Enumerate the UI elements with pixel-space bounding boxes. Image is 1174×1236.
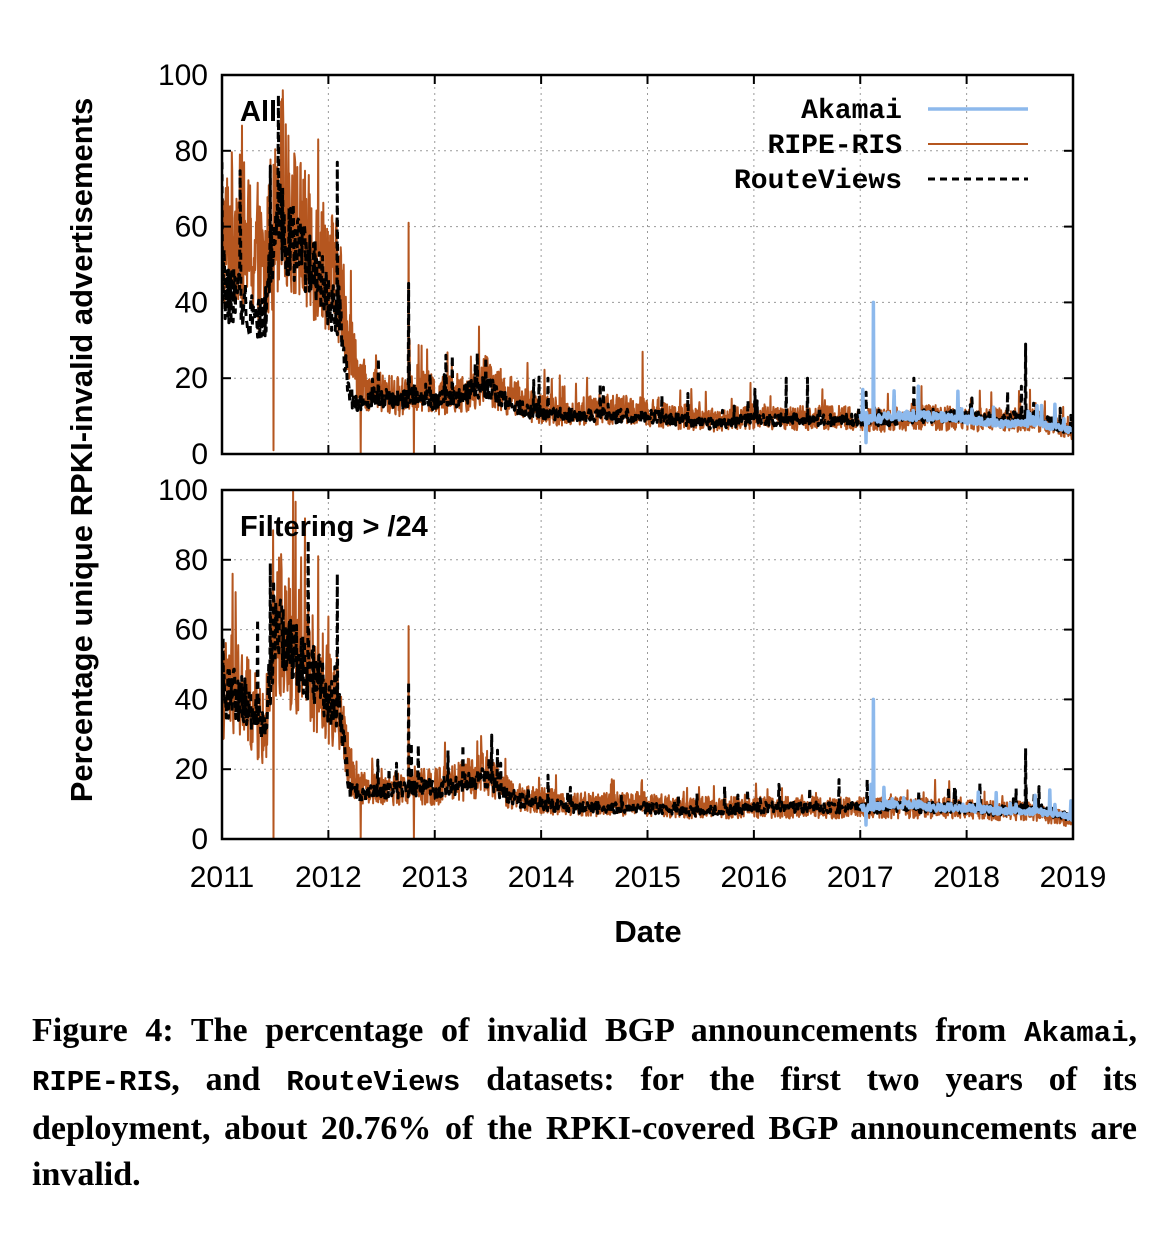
y-tick-label: 60 bbox=[175, 614, 208, 647]
y-tick-label: 100 bbox=[158, 59, 208, 92]
legend-label-ripe-ris: RIPE-RIS bbox=[768, 131, 902, 162]
legend-label-routeviews: RouteViews bbox=[734, 166, 902, 197]
y-tick-label: 80 bbox=[175, 544, 208, 577]
y-tick-label: 100 bbox=[158, 474, 208, 507]
y-axis-label: Percentage unique RPKI-invalid advertise… bbox=[64, 98, 99, 803]
caption-sep-2: , and bbox=[171, 1061, 287, 1098]
y-tick-label: 80 bbox=[175, 135, 208, 168]
caption-suffix: datasets: for the first two years of its… bbox=[32, 1061, 1137, 1193]
caption-prefix: Figure 4: The percentage of invalid BGP … bbox=[32, 1012, 1025, 1049]
panel-label: Filtering > /24 bbox=[240, 511, 428, 543]
x-tick-label: 2015 bbox=[614, 861, 681, 894]
x-tick-label: 2016 bbox=[721, 861, 788, 894]
x-tick-label: 2017 bbox=[827, 861, 894, 894]
series-akamai-line bbox=[858, 300, 1073, 445]
y-tick-label: 0 bbox=[191, 438, 208, 471]
x-tick-label: 2012 bbox=[295, 861, 362, 894]
y-tick-label: 40 bbox=[175, 286, 208, 319]
caption-dataset-akamai: Akamai bbox=[1024, 1017, 1129, 1050]
legend-label-akamai: Akamai bbox=[801, 96, 902, 127]
series-group bbox=[222, 89, 1073, 454]
series-routeviews-line bbox=[222, 539, 1073, 822]
x-tick-label: 2019 bbox=[1040, 861, 1107, 894]
panel-1: 0 20 40 60 80 100 2011 2012 2013 2014 2015 2016 2017… bbox=[158, 474, 1106, 894]
figure-caption: Figure 4: The percentage of invalid BGP … bbox=[32, 1008, 1137, 1198]
caption-sep-1: , bbox=[1128, 1012, 1138, 1049]
x-tick-label: 2018 bbox=[933, 861, 1000, 894]
x-axis-label: Date bbox=[614, 914, 681, 949]
x-tick-label: 2014 bbox=[508, 861, 575, 894]
caption-dataset-routeviews: RouteViews bbox=[286, 1066, 461, 1099]
y-tick-label: 20 bbox=[175, 362, 208, 395]
series-routeviews-line bbox=[222, 93, 1073, 435]
x-tick-label: 2011 bbox=[190, 861, 255, 894]
series-akamai-line bbox=[858, 697, 1073, 827]
caption-dataset-ripe: RIPE-RIS bbox=[32, 1066, 172, 1099]
panel-0: 0 20 40 60 80 100 All Akamai RIPE-RIS RouteViews bbox=[158, 59, 1075, 471]
panel-label: All bbox=[240, 96, 277, 128]
series-group bbox=[222, 490, 1073, 839]
y-tick-label: 60 bbox=[175, 211, 208, 244]
x-tick-label: 2013 bbox=[401, 861, 468, 894]
y-tick-label: 20 bbox=[175, 753, 208, 786]
y-tick-label: 0 bbox=[191, 823, 208, 856]
y-tick-label: 40 bbox=[175, 683, 208, 716]
